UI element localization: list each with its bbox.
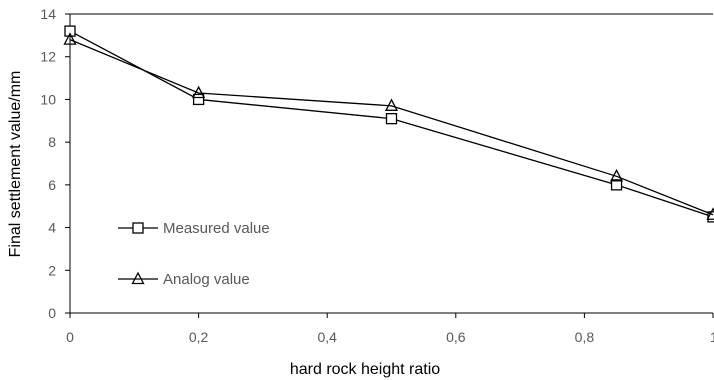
- square-marker: [385, 113, 398, 125]
- triangle-marker: [706, 207, 714, 220]
- legend: Measured value Analog value: [118, 220, 270, 288]
- x-tick-label: 0,4: [317, 329, 337, 345]
- legend-label: Measured value: [163, 220, 270, 237]
- x-tick-label: 0,6: [446, 329, 466, 345]
- y-tick-label: 6: [48, 177, 56, 193]
- series-1: [64, 25, 714, 223]
- x-tick-labels: 0 0,2 0,4 0,6 0,8 1: [66, 313, 714, 345]
- y-tick-labels: 0 2 4 6 8 10 12 14: [40, 6, 70, 321]
- legend-item: Measured value: [118, 220, 270, 237]
- x-tick-label: 0,2: [189, 329, 209, 345]
- x-tick-label: 0: [66, 329, 74, 345]
- y-tick-label: 8: [48, 134, 56, 150]
- y-tick-label: 10: [40, 91, 56, 107]
- y-tick-label: 14: [40, 6, 56, 22]
- square-marker: [610, 179, 623, 191]
- triangle-marker: [609, 168, 624, 182]
- triangle-marker: [384, 98, 399, 111]
- triangle-marker: [63, 32, 77, 45]
- y-axis-title: Final settlement value/mm: [7, 71, 24, 258]
- square-marker: [64, 25, 76, 37]
- triangle-marker: [192, 85, 206, 99]
- y-tick-label: 2: [48, 262, 56, 278]
- legend-triangle-marker: [131, 271, 145, 285]
- series-2: [63, 32, 714, 220]
- x-tick-label: 1: [710, 329, 714, 345]
- legend-label: Analog value: [163, 271, 250, 288]
- x-tick-label: 0,8: [575, 329, 595, 345]
- y-tick-label: 0: [48, 305, 56, 321]
- square-marker: [192, 93, 205, 106]
- square-marker: [707, 211, 714, 223]
- legend-square-marker: [132, 222, 144, 234]
- chart-axes: [69, 13, 713, 314]
- x-axis-title: hard rock height ratio: [290, 361, 440, 378]
- y-tick-label: 4: [48, 220, 56, 236]
- y-tick-label: 12: [40, 49, 56, 65]
- series-layer: [63, 25, 714, 223]
- legend-item: Analog value: [118, 271, 250, 288]
- series-line: [69, 39, 714, 216]
